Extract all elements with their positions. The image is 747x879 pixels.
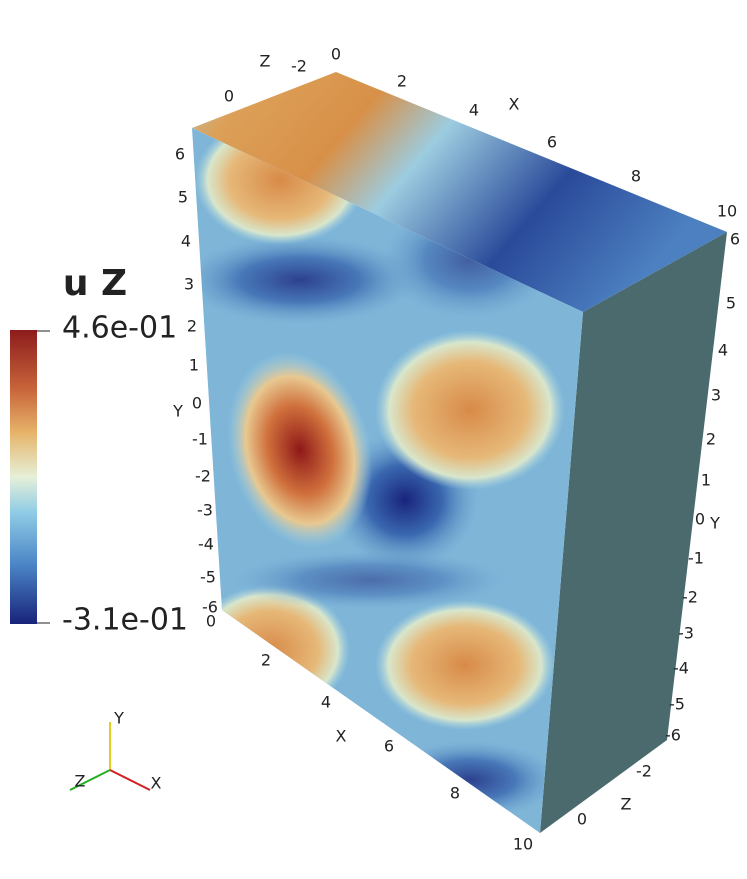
axis-tick-label: 0 bbox=[206, 612, 216, 631]
axis-tick-label: 0 bbox=[577, 810, 587, 829]
axis-tick-label: -1 bbox=[192, 430, 208, 449]
axis-tick-label: 1 bbox=[701, 471, 711, 490]
axis-tick-label: 4 bbox=[181, 232, 191, 251]
axis-tick-label: 6 bbox=[384, 737, 394, 756]
axis-tick-label: -2 bbox=[682, 588, 698, 607]
axis-tick-label: 6 bbox=[175, 145, 185, 164]
scalar-bar bbox=[10, 330, 37, 624]
axis-tick-label: -2 bbox=[291, 57, 307, 76]
axis-tick-label: 2 bbox=[706, 430, 716, 449]
triad-label: X bbox=[151, 774, 162, 793]
axis-tick-label: 6 bbox=[730, 230, 740, 249]
axis-tick-label: 4 bbox=[469, 101, 479, 120]
axis-tick-label: -2 bbox=[195, 467, 211, 486]
axis-tick-label: -5 bbox=[200, 568, 216, 587]
axis-title: Y bbox=[172, 402, 183, 421]
axis-tick-label: 2 bbox=[397, 72, 407, 91]
axis-tick-label: 2 bbox=[261, 651, 271, 670]
axis-title: Y bbox=[709, 514, 720, 533]
axis-tick-label: 8 bbox=[631, 167, 641, 186]
axis-title: Z bbox=[260, 52, 271, 71]
right-face bbox=[540, 232, 727, 833]
axis-tick-label: 6 bbox=[547, 133, 557, 152]
axis-tick-label: 4 bbox=[718, 341, 728, 360]
axis-tick-label: -1 bbox=[688, 549, 704, 568]
axis-tick-label: -6 bbox=[202, 598, 218, 617]
scalar-bar-max: 4.6e-01 bbox=[62, 311, 177, 346]
axes-grid: X0246810Z0-2Y6543210-1-2-3-4-5-6X0246810… bbox=[172, 45, 740, 854]
triad-z bbox=[69, 769, 111, 791]
axis-tick-label: 10 bbox=[717, 202, 737, 221]
triad-label: Z bbox=[75, 772, 86, 791]
axis-title: Z bbox=[621, 795, 632, 814]
axis-tick-label: 0 bbox=[695, 510, 705, 529]
axis-tick-label: -4 bbox=[673, 659, 689, 678]
axis-tick-label: 0 bbox=[331, 45, 341, 64]
axis-tick-label: -3 bbox=[678, 624, 694, 643]
axis-title: X bbox=[509, 95, 520, 114]
axis-tick-label: 2 bbox=[187, 317, 197, 336]
triad-label: Y bbox=[113, 709, 124, 728]
axis-tick-label: 10 bbox=[513, 835, 533, 854]
scalar-bar-title: u Z bbox=[63, 263, 127, 304]
axis-tick-label: -5 bbox=[669, 695, 685, 714]
axis-tick-label: -4 bbox=[198, 535, 214, 554]
axis-tick-label: 4 bbox=[321, 693, 331, 712]
axis-tick-label: -3 bbox=[197, 501, 213, 520]
axis-tick-label: 5 bbox=[178, 188, 188, 207]
axis-tick-label: 1 bbox=[189, 356, 199, 375]
axis-tick-label: 3 bbox=[184, 275, 194, 294]
triad-x bbox=[109, 769, 151, 791]
scalar-bar-min: -3.1e-01 bbox=[62, 603, 188, 638]
orientation-triad: Y X Z bbox=[69, 709, 162, 793]
axis-tick-label: -2 bbox=[636, 762, 652, 781]
axis-tick-label: 0 bbox=[224, 87, 234, 106]
axis-tick-label: 0 bbox=[192, 394, 202, 413]
axis-tick-label: -6 bbox=[665, 726, 681, 745]
axis-tick-label: 8 bbox=[450, 784, 460, 803]
axis-tick-label: 5 bbox=[726, 294, 736, 313]
axis-tick-label: 3 bbox=[711, 386, 721, 405]
axis-title: X bbox=[336, 727, 347, 746]
